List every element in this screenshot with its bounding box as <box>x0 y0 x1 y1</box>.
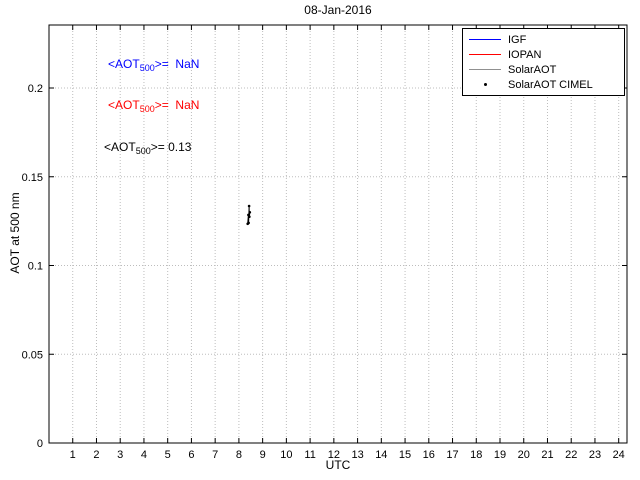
legend-label: IGF <box>508 33 527 46</box>
y-tick-label: 0 <box>37 438 43 450</box>
chart-title: 08-Jan-2016 <box>304 3 372 17</box>
legend-line-sample <box>467 39 503 40</box>
legend-line-sample <box>467 54 503 55</box>
x-tick-label: 14 <box>375 449 387 461</box>
legend: IGF IOPAN SolarAOT SolarAOT CIMEL <box>462 28 625 96</box>
x-tick-label: 15 <box>399 449 411 461</box>
x-tick-label: 1 <box>70 449 76 461</box>
x-tick-label: 18 <box>470 449 482 461</box>
legend-label: SolarAOT CIMEL <box>508 78 593 91</box>
x-tick-label: 5 <box>165 449 171 461</box>
annotation-text: <AOT500>= NaN <box>108 57 199 73</box>
data-marker <box>247 204 251 208</box>
legend-label: SolarAOT <box>508 63 557 76</box>
y-tick-label: 0.15 <box>22 172 43 184</box>
x-axis-label: UTC <box>325 458 351 472</box>
data-marker <box>248 210 252 214</box>
legend-item: IOPAN <box>467 47 620 62</box>
x-tick-label: 11 <box>304 449 315 461</box>
x-tick-label: 3 <box>117 449 123 461</box>
x-tick-label: 7 <box>212 449 218 461</box>
legend-item: IGF <box>467 32 620 47</box>
x-tick-label: 2 <box>93 449 99 461</box>
legend-item: SolarAOT <box>467 62 620 77</box>
x-tick-label: 21 <box>541 449 553 461</box>
legend-line-sample <box>467 69 503 70</box>
annotation-text: <AOT500>= 0.13 <box>104 140 192 156</box>
legend-marker-sample <box>467 83 503 86</box>
y-axis-label: AOT at 500 nm <box>8 192 22 274</box>
data-marker <box>247 221 250 225</box>
x-tick-label: 22 <box>565 449 577 461</box>
x-tick-label: 4 <box>141 449 147 461</box>
x-tick-label: 6 <box>188 449 194 461</box>
x-tick-label: 17 <box>446 449 458 461</box>
x-tick-label: 23 <box>589 449 601 461</box>
x-tick-label: 24 <box>613 449 625 461</box>
x-tick-label: 8 <box>236 449 242 461</box>
annotation-text: <AOT500>= NaN <box>108 98 199 114</box>
x-tick-label: 19 <box>494 449 506 461</box>
x-tick-label: 20 <box>518 449 530 461</box>
x-tick-label: 9 <box>260 449 266 461</box>
legend-label: IOPAN <box>508 48 542 61</box>
data-marker <box>248 215 251 218</box>
legend-item: SolarAOT CIMEL <box>467 77 620 92</box>
x-tick-label: 12 <box>328 449 340 461</box>
x-tick-label: 13 <box>351 449 363 461</box>
y-tick-label: 0.1 <box>28 261 43 273</box>
x-tick-label: 10 <box>280 449 292 461</box>
y-tick-label: 0.05 <box>22 349 43 361</box>
y-tick-label: 0.2 <box>28 83 43 95</box>
axes-box <box>48 24 628 444</box>
x-tick-label: 16 <box>423 449 435 461</box>
